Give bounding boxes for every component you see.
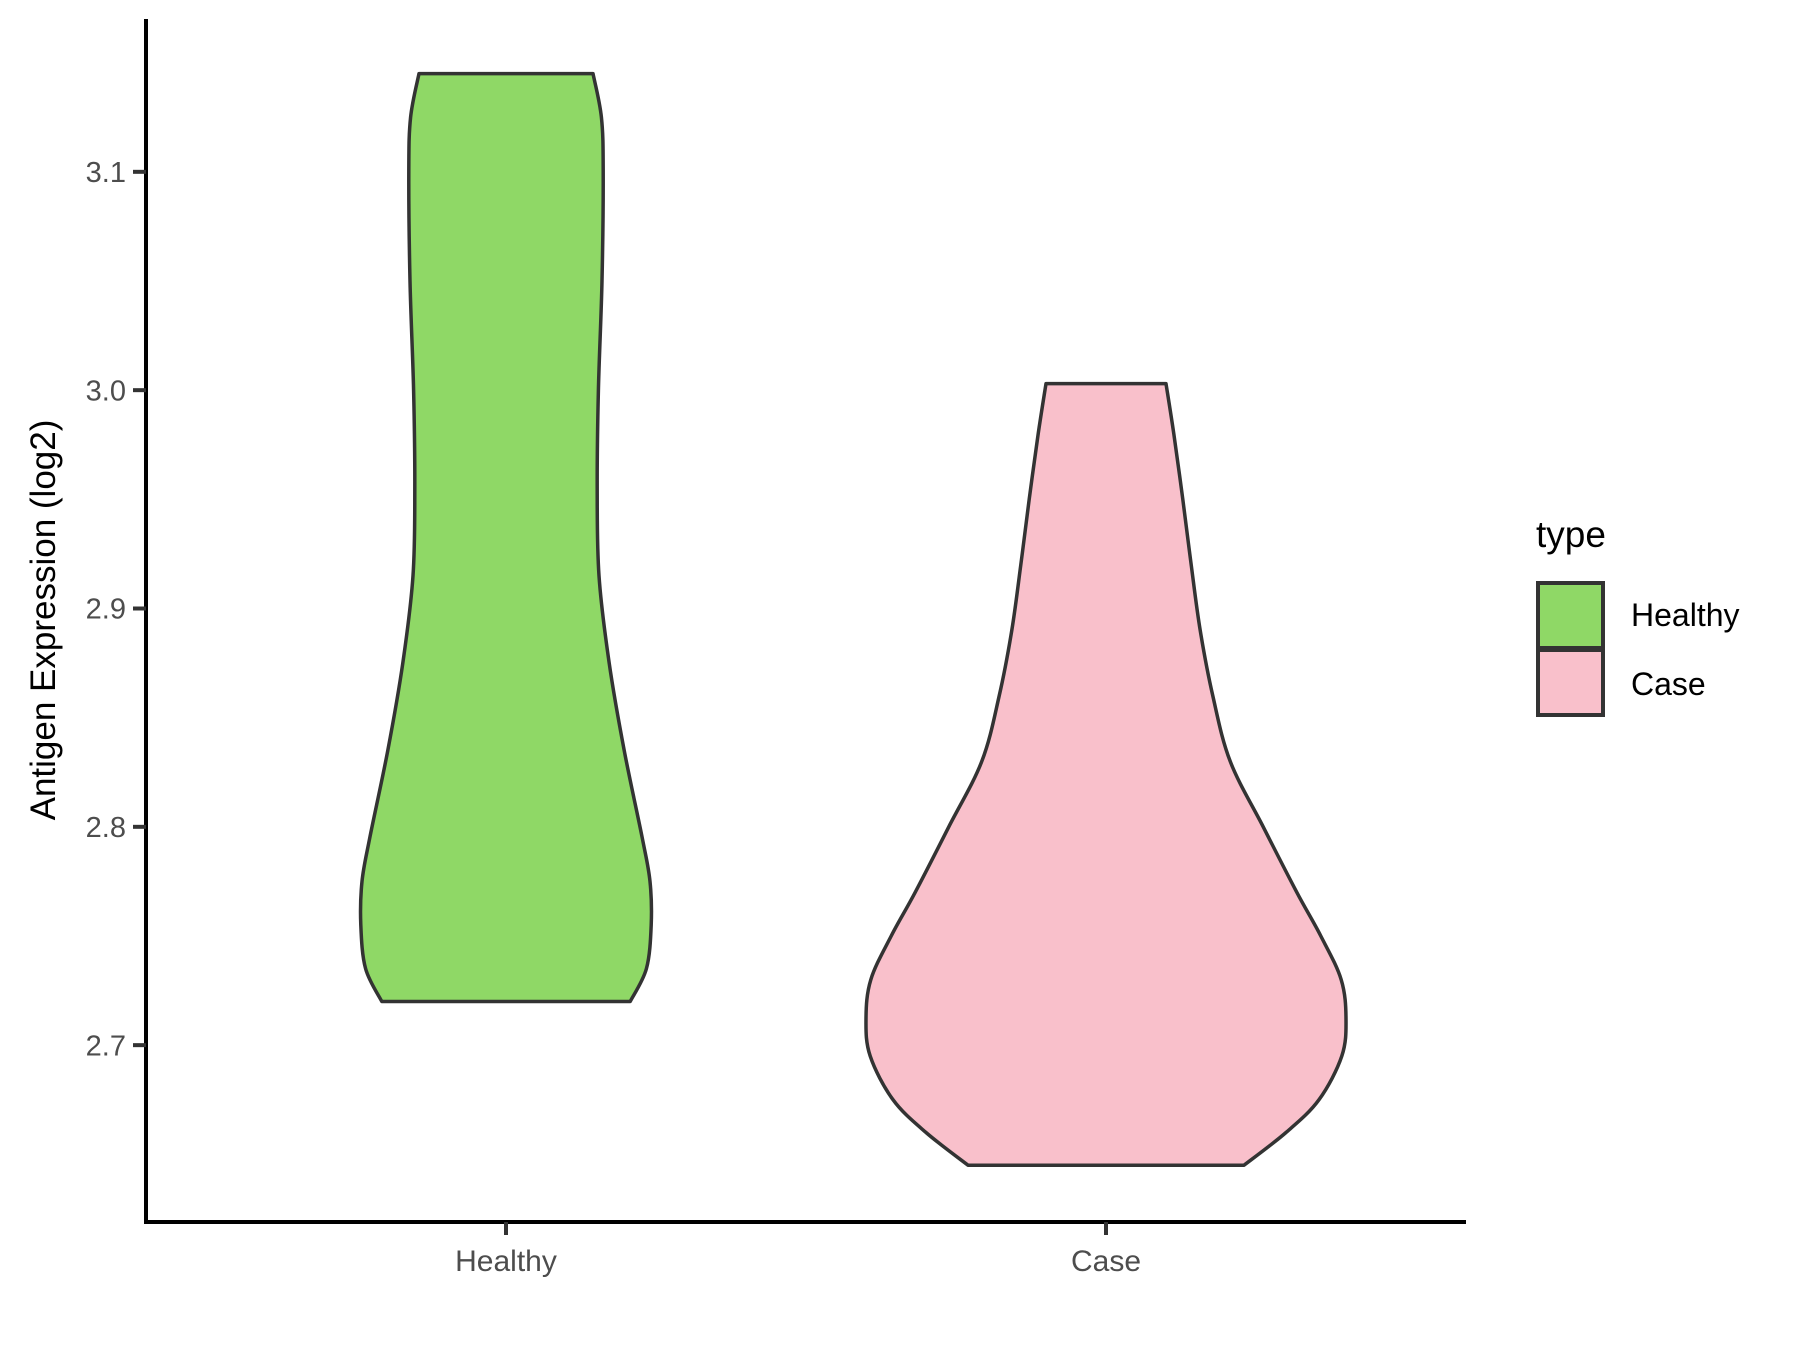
legend-item-case: Case bbox=[1536, 647, 1740, 719]
legend-items: Healthy Case bbox=[1536, 580, 1740, 719]
y-tick-label: 2.9 bbox=[86, 594, 126, 626]
y-tick-label: 3.1 bbox=[86, 157, 126, 189]
legend-item-healthy: Healthy bbox=[1536, 580, 1740, 650]
x-tick-label-case: Case bbox=[1071, 1245, 1141, 1278]
y-axis-title: Antigen Expression (log2) bbox=[24, 419, 63, 821]
x-tick-label-healthy: Healthy bbox=[455, 1245, 557, 1278]
violin-case bbox=[864, 381, 1348, 1167]
legend-swatch-case bbox=[1536, 647, 1605, 717]
legend-label-healthy: Healthy bbox=[1631, 596, 1740, 633]
legend-swatch-healthy bbox=[1536, 580, 1605, 650]
y-tick-label: 3.0 bbox=[86, 375, 126, 407]
y-tick-label: 2.7 bbox=[86, 1030, 126, 1062]
legend-title: type bbox=[1536, 514, 1606, 555]
y-tick-label: 2.8 bbox=[86, 812, 126, 844]
legend-label-case: Case bbox=[1631, 665, 1706, 702]
violin-healthy bbox=[358, 71, 654, 1004]
legend: type Healthy Case bbox=[1536, 514, 1740, 719]
